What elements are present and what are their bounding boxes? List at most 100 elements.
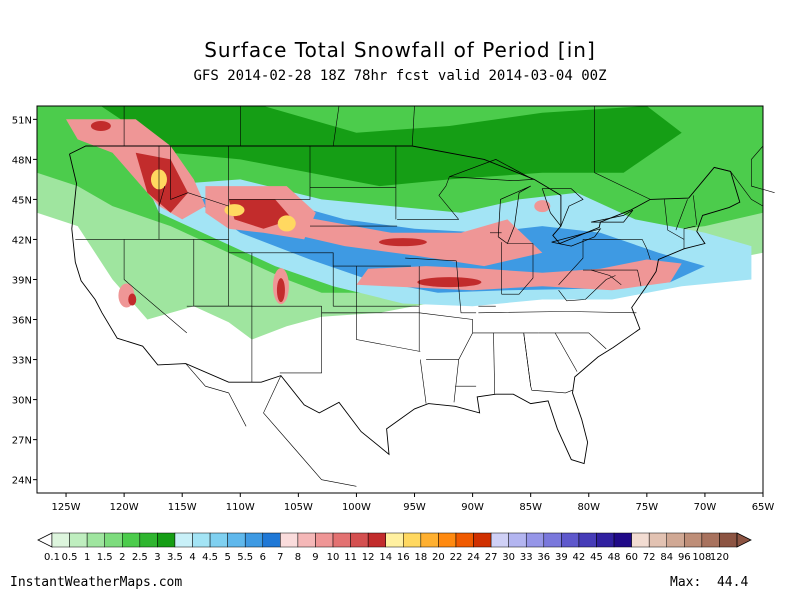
state-boundary (158, 186, 166, 207)
legend-swatch (666, 532, 685, 548)
legend-swatch (297, 532, 316, 548)
lat-label: 30N (12, 396, 32, 407)
lat-label: 48N (12, 155, 32, 166)
mexico-boundary (263, 375, 357, 487)
lat-label: 33N (12, 356, 32, 367)
lon-label: 125W (52, 502, 81, 513)
legend-swatch (157, 532, 176, 548)
legend-arrow-high (736, 532, 752, 548)
state-boundary (523, 332, 573, 394)
max-readout: Max: 44.4 (670, 575, 748, 590)
snow-peak (224, 204, 245, 217)
legend-swatch (719, 532, 738, 548)
max-value: 44.4 (716, 575, 749, 590)
map-title: Surface Total Snowfall of Period [in] (204, 38, 596, 62)
legend-swatch (473, 532, 492, 548)
legend-label: 16 (397, 552, 410, 563)
legend-swatch (315, 532, 334, 548)
legend-swatch (490, 532, 509, 548)
state-boundary (568, 311, 637, 314)
state-boundary (675, 199, 688, 231)
legend-label: 9 (312, 552, 318, 563)
color-legend: 0.1 0.5 1 1.5 2 2.5 3 3.5 4 4.5 5 5.5 6 7 8 9 10 11 12 14 16… (37, 532, 752, 563)
legend-swatch (561, 532, 580, 548)
lon-label: 100W (342, 502, 371, 513)
legend-swatch (262, 532, 281, 548)
legend-swatch (350, 532, 369, 548)
lat-label: 42N (12, 235, 32, 246)
lat-label: 39N (12, 275, 32, 286)
lat-label: 24N (12, 476, 32, 487)
legend-swatch (280, 532, 299, 548)
legend-label: 42 (573, 552, 586, 563)
map-border (36, 105, 764, 494)
legend-arrow-low (37, 532, 53, 548)
legend-swatch (209, 532, 228, 548)
legend-label: 4 (189, 552, 195, 563)
province-boundary (332, 105, 340, 147)
snow-mountains-wy-core (228, 199, 293, 229)
state-boundary (123, 239, 187, 334)
legend-label: 0.5 (62, 552, 78, 563)
legend-swatch (403, 532, 422, 548)
legend-swatch (122, 532, 141, 548)
lon-label: 65W (752, 502, 775, 513)
legend-swatch (596, 532, 615, 548)
snow-peak (277, 215, 296, 232)
state-boundary (683, 225, 696, 249)
legend-label: 22 (450, 552, 463, 563)
state-boundary (554, 332, 578, 372)
state-boundary (228, 146, 311, 200)
legend-label: 0.1 (44, 552, 60, 563)
state-boundary (583, 239, 651, 260)
lon-label: 70W (694, 502, 717, 513)
legend-swatch (578, 532, 597, 548)
legend-swatch (420, 532, 439, 548)
state-boundary (693, 195, 698, 225)
legend-swatch (51, 532, 70, 548)
lon-label: 95W (403, 502, 426, 513)
lat-label: 27N (12, 436, 32, 447)
state-boundary (453, 332, 473, 403)
snow-sierra-core (128, 293, 137, 306)
state-boundary (558, 239, 584, 286)
legend-swatch (631, 532, 650, 548)
legend-label: 30 (502, 552, 515, 563)
legend-swatch (455, 532, 474, 548)
legend-label: 1.5 (97, 552, 113, 563)
max-label: Max: (670, 575, 702, 590)
site-credit: InstantWeatherMaps.com (10, 575, 183, 590)
state-boundary (637, 270, 642, 287)
snow-band-pink (228, 199, 543, 267)
legend-swatch (385, 532, 404, 548)
lake-huron (541, 188, 584, 227)
legend-label: 6 (260, 552, 266, 563)
legend-label: 14 (379, 552, 392, 563)
lon-label: 115W (168, 502, 197, 513)
latitude-labels: 51N 48N 45N 42N 39N 36N 33N 30N 27N 24N (12, 115, 37, 487)
state-boundary (493, 332, 495, 395)
legend-label: 8 (295, 552, 301, 563)
legend-label: 10 (327, 552, 340, 563)
legend-swatch (139, 532, 158, 548)
legend-label: 45 (590, 552, 603, 563)
legend-label: 60 (625, 552, 638, 563)
state-boundary (170, 146, 229, 207)
legend-swatch (701, 532, 720, 548)
legend-swatch (86, 532, 105, 548)
state-boundary (356, 312, 421, 352)
legend-swatch (332, 532, 351, 548)
legend-label: 2.5 (132, 552, 148, 563)
legend-label: 5.5 (237, 552, 253, 563)
lat-label: 51N (12, 115, 32, 126)
legend-swatch (684, 532, 703, 548)
snow-blob (534, 200, 551, 213)
lon-label: 90W (461, 502, 484, 513)
state-boundary (438, 176, 459, 220)
legend-label: 12 (362, 552, 375, 563)
lon-label: 80W (577, 502, 600, 513)
legend-swatch (192, 532, 211, 548)
legend-label: 1 (84, 552, 90, 563)
lon-label: 85W (519, 502, 542, 513)
